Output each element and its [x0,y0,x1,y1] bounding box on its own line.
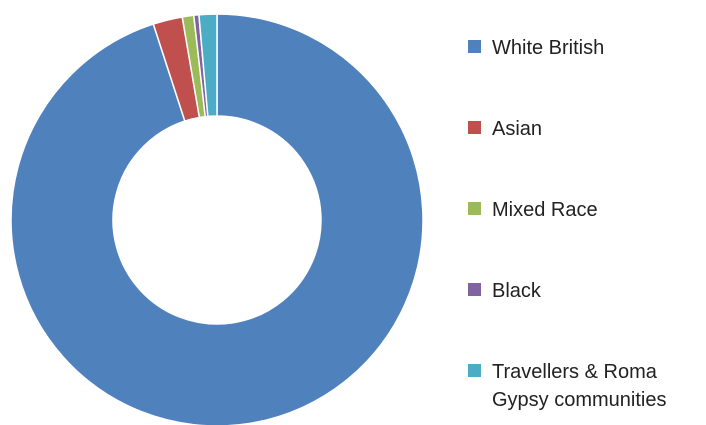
legend-swatch-white-british [468,40,481,53]
legend-item-travellers-roma: Travellers & Roma Gypsy communities [468,358,706,414]
legend-label-mixed-race: Mixed Race [492,199,598,221]
legend-swatch-asian [468,121,481,134]
legend-swatch-mixed-race [468,202,481,215]
legend-item-white-british: White British [468,34,706,62]
legend-item-asian: Asian [468,115,706,143]
legend-label-travellers-roma: Travellers & Roma Gypsy communities [492,361,667,411]
donut-slice-white-british [10,13,424,425]
legend-item-mixed-race: Mixed Race [468,196,706,224]
legend-swatch-travellers-roma [468,364,481,377]
legend-label-black: Black [492,280,541,302]
legend-label-white-british: White British [492,37,605,59]
legend-label-asian: Asian [492,118,543,140]
legend-swatch-black [468,283,481,296]
legend-item-black: Black [468,277,706,305]
donut-slice-travellers-roma [198,13,218,118]
legend: White British Asian Mixed Race Black Tra… [468,0,706,425]
